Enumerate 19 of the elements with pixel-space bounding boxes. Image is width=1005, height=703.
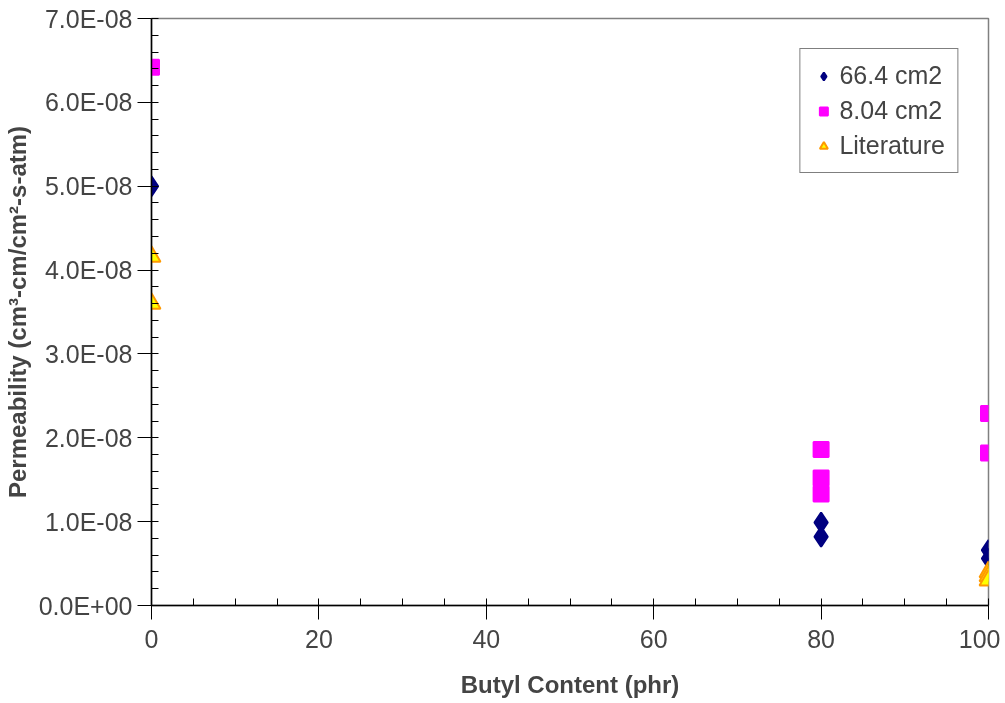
legend-label: 8.04 cm2 bbox=[839, 96, 943, 125]
y-tick-label: 7.0E-08 bbox=[44, 4, 133, 33]
y-tick-label: 4.0E-08 bbox=[44, 256, 133, 285]
x-tick-label: 20 bbox=[305, 624, 333, 653]
legend-label: Literature bbox=[839, 131, 945, 160]
y-tick-label: 3.0E-08 bbox=[44, 339, 133, 368]
x-tick-label: 40 bbox=[472, 624, 501, 653]
x-tick-label: 80 bbox=[807, 624, 836, 653]
legend-label: 66.4 cm2 bbox=[839, 61, 943, 90]
x-tick-label: 0 bbox=[144, 624, 159, 653]
y-tick-label: 6.0E-08 bbox=[44, 88, 133, 117]
x-axis-title: Butyl Content (phr) bbox=[460, 670, 680, 698]
y-tick-label: 1.0E-08 bbox=[44, 507, 133, 536]
x-tick-label: 100 bbox=[958, 624, 1001, 653]
y-tick-label: 5.0E-08 bbox=[44, 172, 133, 201]
y-axis-title: Permeability (cm³-cm/cm²-s-atm) bbox=[3, 125, 31, 499]
y-tick-label: 2.0E-08 bbox=[44, 423, 133, 452]
y-tick-label: 0.0E+00 bbox=[38, 591, 133, 620]
x-tick-label: 60 bbox=[639, 624, 668, 653]
